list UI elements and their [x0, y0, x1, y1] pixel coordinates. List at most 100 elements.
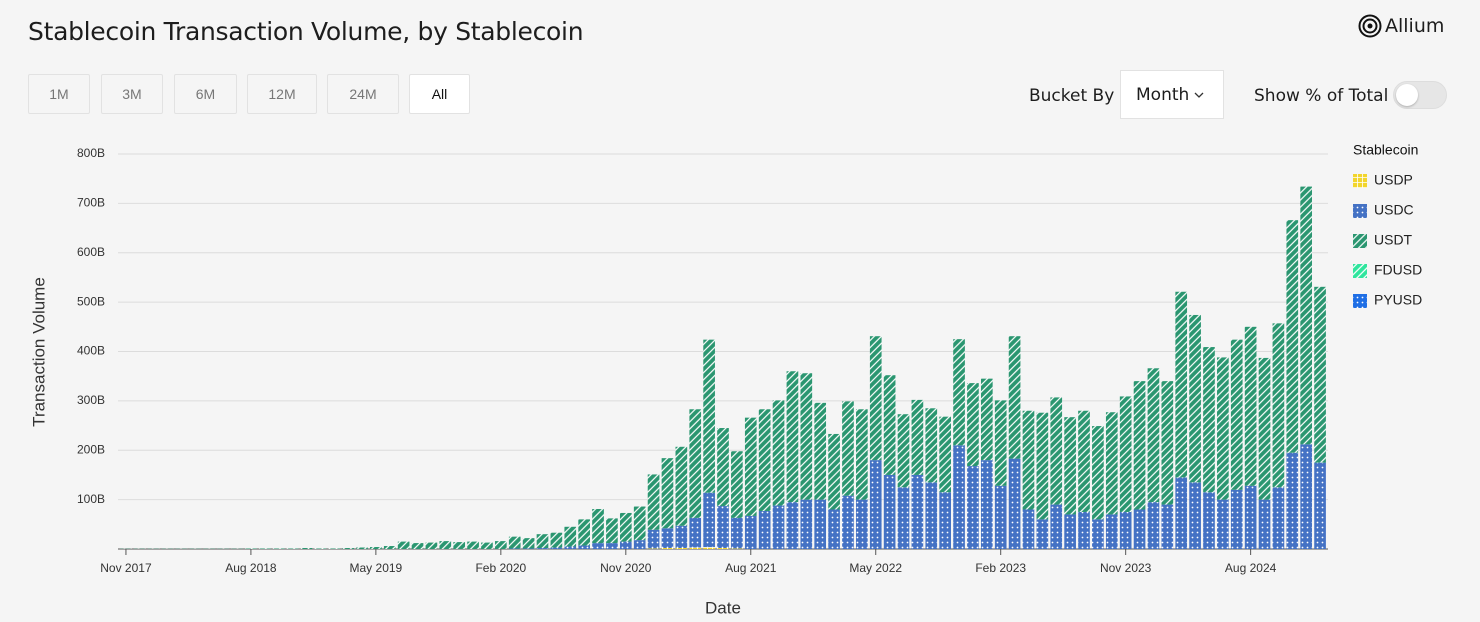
bar-segment [1147, 368, 1160, 503]
percent-label: Show % of Total [1254, 86, 1389, 106]
range-button[interactable]: 1M [28, 74, 90, 114]
bar-segment [1133, 381, 1146, 510]
bar-segment [647, 529, 660, 549]
bar-segment [1092, 426, 1104, 520]
bar-segment [1300, 444, 1313, 549]
bar-segment [1050, 397, 1063, 505]
bar-segment [661, 458, 674, 529]
bar-segment [1036, 412, 1049, 520]
bar-segment [883, 375, 896, 475]
bar-segment [619, 512, 632, 542]
bar-segment [425, 542, 438, 549]
bar-segment [633, 540, 646, 549]
bar-segment [758, 510, 771, 549]
bar-segment [675, 446, 688, 526]
bar-segment [786, 371, 799, 503]
bar-segment [342, 548, 354, 549]
bar-segment [842, 401, 854, 496]
bar-segment [1175, 477, 1188, 549]
bar-segment [1217, 357, 1229, 500]
bar-segment [814, 499, 827, 549]
bar-segment [828, 433, 840, 510]
bar-segment [550, 532, 563, 548]
bar-segment [1258, 499, 1271, 549]
legend-label: USDT [1374, 232, 1413, 248]
bar-segment [925, 482, 938, 549]
x-tick-label: Feb 2020 [475, 561, 526, 575]
bar-segment [1119, 511, 1132, 549]
bar-segment [689, 517, 702, 548]
bar-segment [842, 495, 854, 549]
bar-segment [495, 541, 507, 549]
bar-segment [1300, 186, 1313, 445]
bar-segment [397, 541, 410, 549]
bar-segment [814, 402, 827, 500]
y-tick-label: 200B [77, 442, 105, 456]
bar-segment [1161, 504, 1174, 549]
bar-segment [689, 547, 702, 549]
bar-segment [689, 409, 702, 518]
range-button[interactable]: 3M [101, 74, 163, 114]
x-tick-label: Aug 2021 [725, 561, 777, 575]
bar-segment [1105, 412, 1118, 515]
bar-segment [883, 474, 896, 549]
bar-segment [744, 515, 757, 549]
bar-segment [1230, 489, 1243, 549]
bar-segment [994, 485, 1007, 549]
bar-segment [897, 487, 910, 549]
range-button[interactable]: All [409, 74, 470, 114]
y-tick-label: 600B [77, 245, 105, 259]
bar-segment [619, 541, 632, 549]
bar-segment [703, 339, 715, 493]
range-button[interactable]: 6M [174, 74, 237, 114]
legend-label: USDC [1374, 202, 1414, 218]
bar-segment [953, 445, 965, 549]
bar-segment [1230, 339, 1243, 490]
bar-segment [1189, 314, 1201, 483]
bar-segment [536, 534, 549, 549]
bar-segment [1022, 509, 1035, 549]
bar-segment [1133, 509, 1146, 549]
bar-segment [1050, 504, 1063, 549]
bar-segment [980, 378, 993, 461]
bucket-label: Bucket By [1029, 86, 1115, 106]
bar-segment [370, 547, 382, 549]
bar-segment [717, 548, 729, 549]
bar-segment [1203, 347, 1215, 493]
bar-segment [967, 383, 979, 467]
bucket-dropdown[interactable]: Month [1120, 70, 1224, 119]
bar-segment [772, 400, 785, 506]
bar-segment [1064, 514, 1076, 549]
bar-segment [703, 547, 715, 549]
bar-segment [1217, 499, 1229, 549]
bar-segment [633, 506, 646, 541]
bar-segment [1008, 458, 1021, 549]
range-button[interactable]: 12M [247, 74, 317, 114]
bar-segment [508, 536, 521, 549]
bar-segment [911, 474, 924, 549]
bar-segment [1244, 485, 1257, 549]
bar-segment [980, 460, 993, 549]
bar-segment [1189, 482, 1201, 549]
x-tick-label: Nov 2023 [1100, 561, 1152, 575]
bar-segment [869, 336, 882, 461]
bar-segment [897, 414, 910, 488]
bar-segment [1203, 492, 1215, 549]
bar-segment [717, 428, 729, 507]
bar-segment [1175, 291, 1188, 478]
bar-segment [772, 505, 785, 549]
bar-segment [481, 542, 493, 549]
range-button[interactable]: 24M [327, 74, 399, 114]
bar-segment [703, 492, 715, 548]
bar-segment [1078, 410, 1090, 512]
bar-segment [1272, 323, 1285, 488]
bar-segment [1161, 381, 1174, 505]
bar-segment [606, 543, 618, 549]
bar-segment [1064, 417, 1076, 515]
bucket-value: Month [1136, 84, 1190, 105]
y-tick-label: 800B [77, 146, 105, 160]
y-tick-label: 500B [77, 294, 105, 308]
percent-toggle[interactable] [1393, 81, 1447, 109]
legend-swatch [1353, 294, 1367, 308]
x-tick-label: May 2019 [350, 561, 403, 575]
